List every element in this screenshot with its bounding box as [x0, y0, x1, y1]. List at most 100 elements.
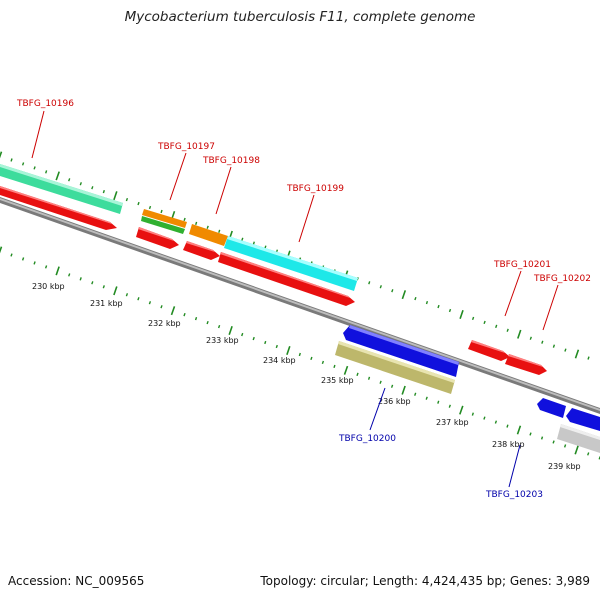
- major-tick: [401, 290, 407, 300]
- minor-tick: [194, 316, 198, 321]
- minor-tick: [529, 432, 532, 436]
- minor-tick: [414, 392, 417, 396]
- map-title: Mycobacterium tuberculosis F11, complete…: [124, 9, 476, 25]
- gene-feature: [338, 341, 455, 383]
- minor-tick: [160, 209, 163, 214]
- cds-feature: [218, 252, 355, 306]
- minor-tick: [102, 189, 105, 194]
- minor-tick: [10, 253, 13, 257]
- scale-label: 239 kbp: [548, 462, 581, 471]
- minor-tick: [160, 305, 163, 309]
- minor-tick: [506, 424, 509, 428]
- gene-label[interactable]: TBFG_10203: [485, 490, 543, 500]
- minor-tick: [125, 197, 129, 202]
- major-tick: [516, 425, 522, 435]
- major-tick: [113, 286, 118, 296]
- gene-label[interactable]: TBFG_10196: [16, 99, 74, 109]
- major-tick: [343, 365, 349, 375]
- scale-label: 232 kbp: [148, 319, 181, 328]
- gene-feature: [227, 236, 358, 281]
- minor-tick: [540, 436, 544, 440]
- gene-feature: [142, 209, 187, 228]
- minor-tick: [356, 372, 359, 377]
- minor-tick: [391, 289, 394, 293]
- cds-feature: [468, 340, 510, 361]
- major-tick: [459, 405, 464, 415]
- leader-line: [298, 194, 315, 243]
- gene-label[interactable]: TBFG_10200: [338, 434, 396, 444]
- minor-tick: [33, 166, 36, 170]
- gene-label[interactable]: TBFG_10197: [157, 142, 215, 152]
- minor-tick: [44, 265, 48, 269]
- cds-track-reverse: [343, 325, 600, 431]
- minor-tick: [137, 297, 140, 301]
- leader-line: [31, 110, 45, 159]
- scale-label: 230 kbp: [32, 282, 65, 291]
- minor-tick: [494, 420, 498, 424]
- minor-tick: [506, 328, 509, 332]
- minor-tick: [563, 444, 567, 448]
- gene-label[interactable]: TBFG_10198: [202, 156, 260, 166]
- outer-tick-track: [0, 151, 590, 360]
- minor-tick: [471, 316, 475, 321]
- minor-tick: [333, 364, 336, 369]
- minor-tick: [321, 360, 325, 365]
- cds-feature: [471, 340, 505, 353]
- minor-tick: [275, 344, 278, 349]
- minor-tick: [68, 273, 71, 277]
- major-tick: [55, 266, 60, 276]
- minor-tick: [379, 380, 382, 384]
- genome-summary-text: Topology: circular; Length: 4,424,435 bp…: [260, 574, 590, 588]
- gene-feature: [560, 424, 600, 440]
- minor-tick: [425, 396, 428, 400]
- scale-label: 231 kbp: [90, 299, 123, 308]
- minor-tick: [148, 205, 152, 210]
- minor-tick: [379, 285, 382, 289]
- minor-tick: [148, 301, 152, 305]
- scale-label: 237 kbp: [436, 418, 469, 427]
- minor-tick: [552, 344, 556, 348]
- minor-tick: [252, 241, 255, 245]
- cds-feature: [537, 398, 566, 418]
- minor-tick: [483, 416, 486, 420]
- gene-label[interactable]: TBFG_10201: [493, 260, 551, 270]
- major-tick: [0, 151, 3, 159]
- scale-label: 238 kbp: [492, 440, 525, 449]
- scale-label: 236 kbp: [378, 397, 411, 406]
- minor-tick: [495, 324, 498, 329]
- gene-feature: [0, 164, 123, 206]
- minor-tick: [368, 281, 371, 285]
- cds-feature: [349, 325, 459, 365]
- minor-tick: [91, 186, 94, 190]
- minor-tick: [79, 277, 82, 281]
- gene-labels: TBFG_10196 TBFG_10197 TBFG_10198 TBFG_10…: [16, 99, 591, 500]
- minor-tick: [183, 217, 186, 222]
- minor-tick: [587, 452, 590, 456]
- leader-line: [215, 166, 232, 215]
- minor-tick: [10, 158, 13, 162]
- minor-tick: [437, 304, 440, 309]
- major-tick: [113, 191, 118, 201]
- minor-tick: [33, 261, 36, 265]
- cds-feature: [183, 241, 220, 260]
- cds-feature: [505, 354, 547, 375]
- major-tick: [0, 246, 3, 254]
- cds-feature: [508, 354, 543, 367]
- minor-tick: [448, 308, 452, 313]
- major-tick: [228, 326, 233, 336]
- minor-tick: [425, 300, 429, 305]
- minor-tick: [217, 324, 221, 329]
- gene-feature: [141, 216, 185, 234]
- gene-label[interactable]: TBFG_10202: [533, 274, 591, 284]
- leader-line: [504, 270, 522, 317]
- major-tick: [170, 306, 176, 316]
- scale-label: 235 kbp: [321, 376, 354, 385]
- minor-tick: [241, 237, 244, 241]
- gene-label[interactable]: TBFG_10199: [286, 184, 344, 194]
- minor-tick: [21, 162, 25, 166]
- leader-line: [369, 387, 386, 431]
- minor-tick: [541, 340, 544, 344]
- minor-tick: [310, 356, 313, 361]
- cds-feature: [343, 325, 459, 377]
- scale-label: 233 kbp: [206, 336, 239, 345]
